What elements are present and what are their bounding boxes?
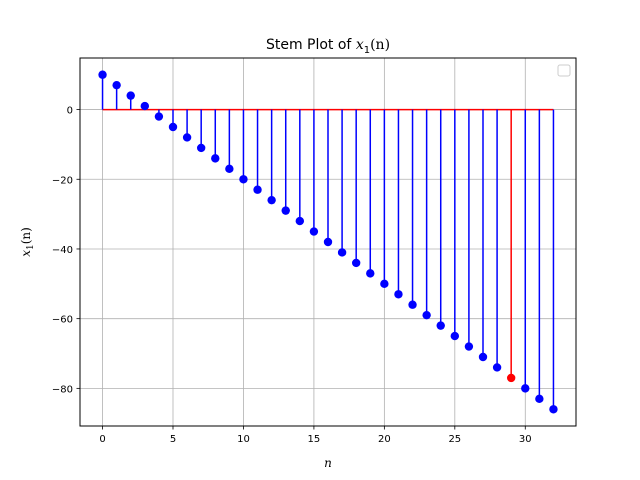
x-tick-label: 10 — [237, 434, 250, 445]
stem-marker — [126, 91, 135, 100]
stem-marker — [253, 185, 262, 194]
stem-layer — [101, 74, 555, 410]
stem-marker — [168, 122, 178, 132]
stem-marker — [478, 352, 488, 362]
stem-marker — [112, 80, 121, 90]
stem-marker — [154, 112, 164, 121]
stem-marker — [98, 70, 107, 79]
y-axis-title: x1(n) — [19, 227, 36, 257]
x-tick-label: 20 — [378, 434, 391, 445]
y-tick-label: −40 — [52, 245, 73, 256]
chart-title-prefix: Stem Plot of — [266, 37, 356, 53]
stem-marker — [182, 133, 192, 142]
x-tick-label: 30 — [519, 434, 532, 445]
stem-marker — [380, 279, 389, 289]
stem-marker — [408, 300, 417, 309]
chart-title-suffix: (n) — [370, 37, 390, 53]
x-tick-label: 5 — [170, 434, 176, 445]
stem-marker — [211, 154, 220, 163]
stem-marker — [225, 164, 234, 174]
stem-marker — [521, 384, 530, 393]
chart-title: Stem Plot of x1(n) — [266, 37, 390, 56]
stem-marker — [267, 195, 276, 205]
chart-title-math: x — [356, 37, 364, 53]
stem-marker — [436, 321, 445, 330]
y-axis-title-sub: 1 — [26, 244, 36, 250]
stem-marker — [422, 310, 431, 320]
stem-marker — [196, 143, 206, 153]
plot-frame — [79, 57, 577, 427]
y-tick-label: −60 — [52, 315, 73, 326]
y-axis-title-suffix: (n) — [19, 227, 33, 244]
y-tick-label: −80 — [52, 384, 73, 395]
tick-layer: 0 5 10 15 20 25 30 −80 −60 −40 −20 0 — [52, 106, 532, 445]
y-tick-label: −20 — [52, 175, 73, 186]
stem-marker — [351, 258, 361, 268]
stem-marker — [337, 248, 347, 257]
stem-marker — [492, 363, 502, 372]
stem-marker — [394, 290, 403, 299]
stem-marker — [281, 206, 290, 215]
legend-box — [557, 64, 571, 77]
x-tick-label: 15 — [308, 434, 321, 445]
chart-title-sub: 1 — [364, 45, 370, 56]
x-axis-title: n — [324, 456, 332, 470]
stem-marker — [549, 405, 558, 414]
highlight-marker — [506, 373, 516, 383]
x-tick-label: 25 — [448, 434, 461, 445]
stem-marker — [464, 342, 474, 351]
stem-marker — [140, 101, 150, 111]
x-tick-label: 0 — [99, 434, 105, 445]
stem-marker — [323, 237, 333, 247]
stem-marker — [366, 269, 375, 278]
stem-marker — [450, 331, 460, 341]
stem-marker — [535, 394, 544, 404]
stem-marker — [295, 216, 305, 226]
y-axis-title-math: x — [19, 250, 33, 257]
stem-marker — [239, 175, 248, 184]
marker-layer — [98, 70, 558, 414]
stem-marker — [309, 227, 319, 236]
y-tick-label: 0 — [67, 106, 73, 117]
